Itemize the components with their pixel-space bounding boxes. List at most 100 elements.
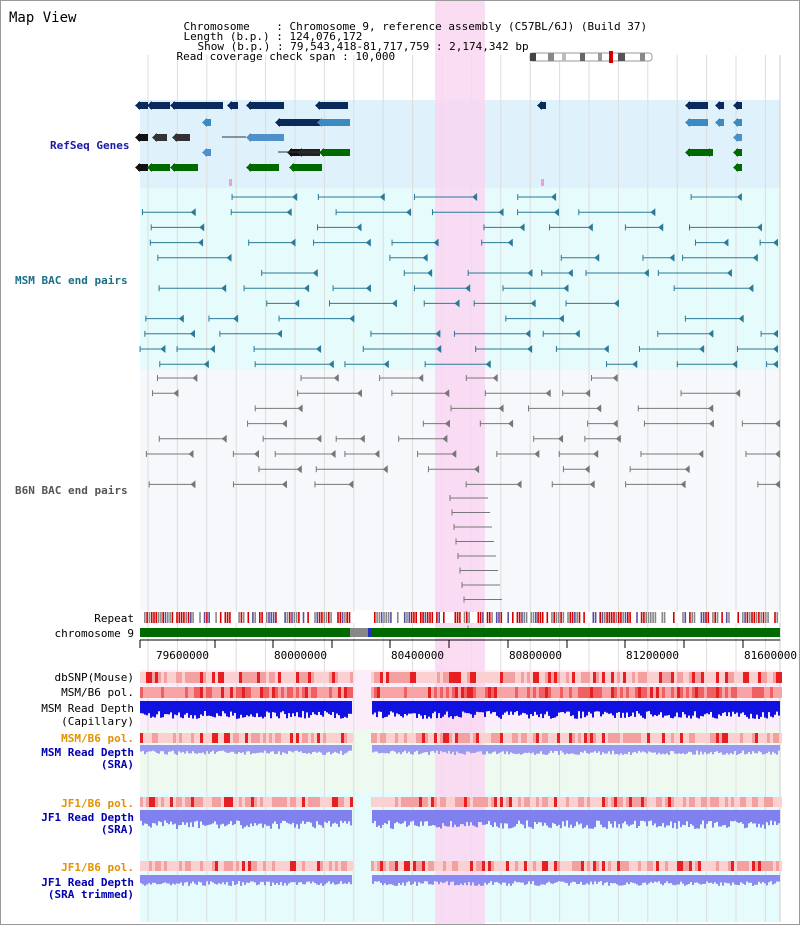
depth-bar (314, 875, 316, 883)
depth-bar (332, 875, 334, 883)
depth-bar (234, 875, 236, 886)
pol-cell (713, 687, 716, 698)
pol-cell (497, 687, 500, 698)
msm-bac-pair-end (328, 360, 334, 369)
depth-bar (348, 745, 350, 751)
depth-bar (520, 810, 522, 824)
gene-arrow (733, 148, 738, 157)
pol-cell (158, 687, 161, 698)
repeat-mark (553, 612, 555, 623)
depth-bar (454, 745, 456, 755)
msm-bac-pair-end (435, 329, 441, 338)
label-b6n-bac[interactable]: B6N BAC end pairs (15, 484, 128, 497)
pol-cell (383, 797, 386, 807)
pol-cell (395, 797, 398, 807)
gene-exon (736, 164, 742, 171)
depth-bar (226, 875, 228, 883)
pol-cell (242, 733, 245, 743)
depth-bar (772, 810, 774, 826)
gene-arrow (246, 133, 251, 142)
pol-cell (749, 861, 752, 871)
dbsnp-cell (332, 672, 335, 683)
depth-bar (278, 701, 280, 719)
depth-bar (672, 810, 674, 829)
pol-cell (164, 861, 167, 871)
msm-bac-pair-end (732, 360, 738, 369)
depth-bar (340, 875, 342, 882)
pol-cell (224, 797, 227, 807)
depth-bar (254, 745, 256, 754)
depth-bar (682, 875, 684, 884)
depth-bar (444, 810, 446, 826)
repeat-mark (183, 612, 185, 623)
pol-cell (254, 797, 257, 807)
pol-cell (188, 687, 191, 698)
depth-bar (504, 745, 506, 755)
repeat-mark (348, 612, 351, 623)
pol-cell (320, 797, 323, 807)
depth-bar (688, 745, 690, 752)
depth-bar (594, 701, 596, 712)
pol-cell (491, 861, 494, 871)
repeat-mark (643, 612, 645, 623)
depth-bar (578, 875, 580, 885)
pol-cell (425, 861, 428, 871)
dbsnp-cell (755, 672, 758, 683)
depth-bar (656, 745, 658, 755)
pol-cell (440, 797, 443, 807)
dbsnp-cell (410, 672, 413, 683)
depth-bar (424, 701, 426, 716)
depth-bar (730, 745, 732, 754)
depth-bar (554, 810, 556, 825)
label-refseq-genes[interactable]: RefSeq Genes (50, 139, 130, 152)
depth-bar (220, 810, 222, 825)
depth-bar (434, 810, 436, 826)
depth-bar (426, 875, 428, 882)
depth-bar (686, 701, 688, 718)
pol-cell (206, 861, 209, 871)
depth-bar (422, 745, 424, 753)
pol-cell (704, 861, 707, 871)
dbsnp-cell (587, 672, 590, 683)
depth-bar (372, 745, 374, 753)
depth-bar (676, 701, 678, 713)
depth-bar (516, 875, 518, 883)
depth-bar (208, 701, 210, 716)
depth-bar (506, 701, 508, 712)
depth-bar (494, 810, 496, 823)
depth-bar (306, 810, 308, 822)
pol-cell (476, 797, 479, 807)
dbsnp-cell (692, 672, 695, 683)
pol-cell (494, 733, 497, 743)
depth-bar (236, 701, 238, 719)
depth-bar (332, 745, 334, 754)
depth-bar (716, 875, 718, 884)
pol-cell (209, 861, 212, 871)
repeat-mark (744, 612, 746, 623)
depth-bar (180, 701, 182, 718)
label-msm-bac[interactable]: MSM BAC end pairs (15, 274, 128, 287)
msm-bac-pair-end (316, 345, 322, 353)
depth-bar (144, 701, 146, 715)
depth-bar (708, 875, 710, 884)
depth-bar (504, 875, 506, 883)
depth-bar (706, 875, 708, 882)
pol-cell (692, 733, 695, 743)
depth-bar (350, 701, 352, 714)
pol-cell (602, 861, 605, 871)
msm-bac-pair-end (658, 223, 664, 232)
depth-bar (220, 701, 222, 717)
depth-bar (190, 701, 192, 716)
pol-cell (332, 861, 335, 871)
depth-bar (208, 875, 210, 885)
depth-bar (294, 810, 296, 828)
depth-bar (720, 701, 722, 716)
pol-cell (431, 797, 434, 807)
depth-bar (664, 745, 666, 755)
msm-bac-pair-end (209, 345, 215, 353)
pol-cell (629, 687, 632, 698)
pol-cell (737, 797, 740, 807)
coverage-value: 10,000 (355, 50, 396, 63)
pol-cell (701, 687, 704, 698)
pol-cell (716, 797, 719, 807)
